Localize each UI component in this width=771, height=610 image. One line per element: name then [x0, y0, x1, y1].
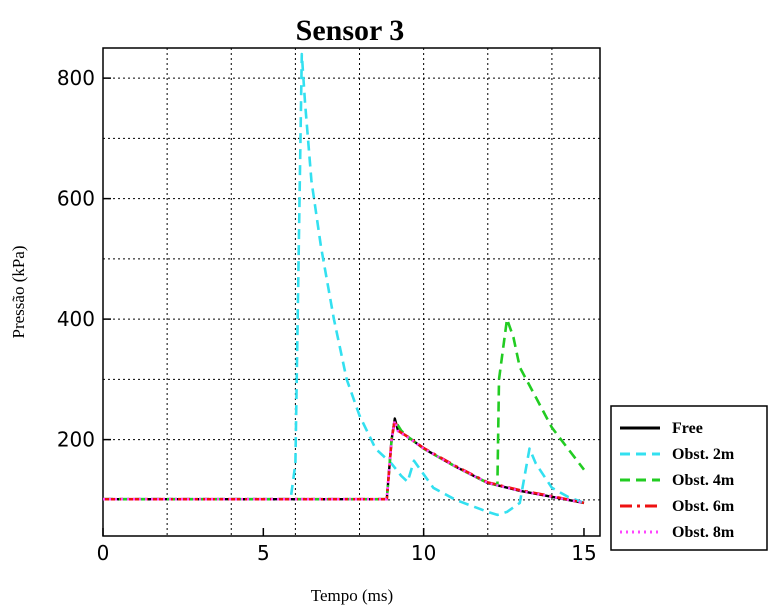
legend-label: Obst. 2m	[672, 446, 735, 463]
legend: Free Obst. 2m Obst. 4m Obst. 6m Obst. 8m	[610, 405, 768, 551]
y-tick-labels: 200 400 600 800	[57, 66, 95, 451]
x-tick-labels: 0 5 10 15	[97, 541, 597, 565]
x-tick-label: 10	[411, 541, 436, 565]
legend-label: Free	[672, 420, 703, 437]
series-lines	[103, 52, 586, 517]
x-tick-label: 0	[97, 541, 110, 565]
x-axis-label: Tempo (ms)	[311, 586, 393, 605]
x-tick-label: 15	[571, 541, 596, 565]
legend-label: Obst. 8m	[672, 524, 735, 541]
legend-box	[610, 405, 768, 551]
legend-items: Free Obst. 2m Obst. 4m Obst. 6m Obst. 8m	[620, 420, 735, 541]
chart-title: Sensor 3	[296, 14, 405, 47]
x-tick-label: 5	[257, 541, 270, 565]
series-line-2	[103, 52, 585, 517]
plot-frame	[102, 47, 601, 537]
plot-area	[102, 47, 601, 537]
legend-label: Obst. 4m	[672, 472, 735, 489]
series-line-4	[103, 418, 585, 505]
y-axis-label: Pressão (kPa)	[9, 245, 28, 338]
y-tick-label: 600	[57, 187, 95, 211]
y-tick-label: 800	[57, 66, 95, 90]
y-tick-label: 200	[57, 428, 95, 452]
y-tick-label: 400	[57, 307, 95, 331]
legend-label: Obst. 6m	[672, 498, 735, 515]
axis-ticks	[102, 77, 585, 536]
